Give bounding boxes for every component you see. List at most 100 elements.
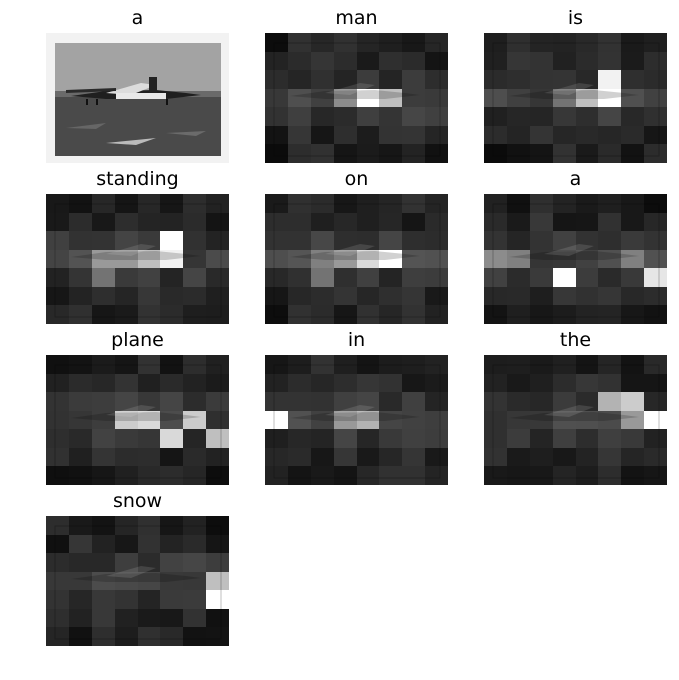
attention-cell	[621, 212, 645, 232]
attention-cell	[265, 70, 289, 90]
attention-cell	[598, 231, 622, 251]
attention-cell	[160, 355, 184, 375]
panel-word: in	[347, 329, 366, 351]
attention-cell	[356, 33, 380, 53]
attention-cell	[552, 70, 576, 90]
panel-word: a	[569, 168, 582, 190]
attention-cell	[68, 305, 93, 324]
attention-cell	[183, 516, 207, 536]
attention-cell	[425, 447, 448, 467]
attention-cell	[506, 429, 531, 449]
attention-cell	[575, 88, 599, 108]
panel-word: on	[344, 168, 369, 190]
attention-cell	[68, 194, 93, 214]
attention-cell	[206, 608, 229, 628]
attention-cell	[621, 194, 645, 214]
attention-cell	[287, 70, 312, 90]
attention-cell	[506, 373, 531, 393]
attention-cell	[46, 590, 70, 610]
attention-cell	[621, 447, 645, 467]
attention-cell	[529, 249, 554, 269]
attention-cell	[160, 410, 184, 430]
attention-cell	[598, 392, 622, 412]
attention-map	[484, 33, 667, 163]
attention-cell	[68, 355, 93, 375]
attention-cell	[506, 33, 531, 53]
attention-cell	[287, 33, 312, 53]
attention-cell	[598, 268, 622, 288]
attention-cell	[356, 88, 380, 108]
attention-cell	[379, 194, 403, 214]
attention-cell	[68, 373, 93, 393]
attention-cell	[425, 355, 448, 375]
attention-cell	[287, 466, 312, 485]
attention-map	[265, 194, 448, 324]
attention-cell	[575, 466, 599, 485]
attention-cell	[402, 373, 426, 393]
attention-cell	[379, 51, 403, 71]
panel-word: the	[559, 329, 592, 351]
attention-cell	[265, 268, 289, 288]
attention-cell	[287, 88, 312, 108]
attention-cell	[575, 429, 599, 449]
attention-cell	[310, 144, 335, 163]
attention-cell	[529, 107, 554, 127]
attention-cell	[46, 286, 70, 306]
attention-cell	[379, 70, 403, 90]
attention-cell	[644, 51, 667, 71]
attention-cell	[183, 534, 207, 554]
attention-cell	[206, 355, 229, 375]
attention-cell	[484, 107, 508, 127]
attention-cell	[598, 429, 622, 449]
attention-cell	[114, 194, 138, 214]
attention-cell	[68, 571, 93, 591]
attention-cell	[425, 268, 448, 288]
attention-cell	[621, 410, 645, 430]
attention-map	[46, 355, 229, 485]
attention-cell	[333, 249, 357, 269]
attention-cell	[46, 249, 70, 269]
attention-cell	[160, 608, 184, 628]
attention-cell	[137, 305, 161, 324]
attention-cell	[310, 355, 335, 375]
attention-cell	[552, 429, 576, 449]
attention-cell	[506, 447, 531, 467]
attention-cell	[114, 447, 138, 467]
attention-cell	[46, 516, 70, 536]
attention-cell	[552, 410, 576, 430]
attention-cell	[575, 373, 599, 393]
attention-cell	[402, 144, 426, 163]
attention-cell	[425, 125, 448, 145]
attention-cell	[425, 107, 448, 127]
attention-cell	[529, 144, 554, 163]
attention-cell	[621, 268, 645, 288]
attention-cell	[46, 305, 70, 324]
attention-cell	[644, 392, 667, 412]
attention-cell	[402, 194, 426, 214]
attention-cell	[91, 516, 116, 536]
attention-cell	[425, 70, 448, 90]
attention-cell	[137, 571, 161, 591]
attention-cell	[91, 534, 116, 554]
attention-cell	[206, 429, 229, 449]
attention-cell	[46, 627, 70, 646]
attention-cell	[529, 33, 554, 53]
attention-cell	[160, 466, 184, 485]
attention-cell	[356, 125, 380, 145]
attention-cell	[506, 144, 531, 163]
attention-cell	[160, 212, 184, 232]
attention-cell	[621, 51, 645, 71]
attention-cell	[91, 429, 116, 449]
attention-cell	[379, 392, 403, 412]
attention-cell	[68, 590, 93, 610]
attention-cell	[425, 373, 448, 393]
attention-cell	[644, 305, 667, 324]
attention-cell	[402, 107, 426, 127]
attention-cell	[160, 627, 184, 646]
attention-cell	[91, 392, 116, 412]
attention-cell	[529, 355, 554, 375]
attention-cell	[265, 249, 289, 269]
attention-cell	[552, 249, 576, 269]
attention-cell	[206, 447, 229, 467]
attention-cell	[484, 392, 508, 412]
